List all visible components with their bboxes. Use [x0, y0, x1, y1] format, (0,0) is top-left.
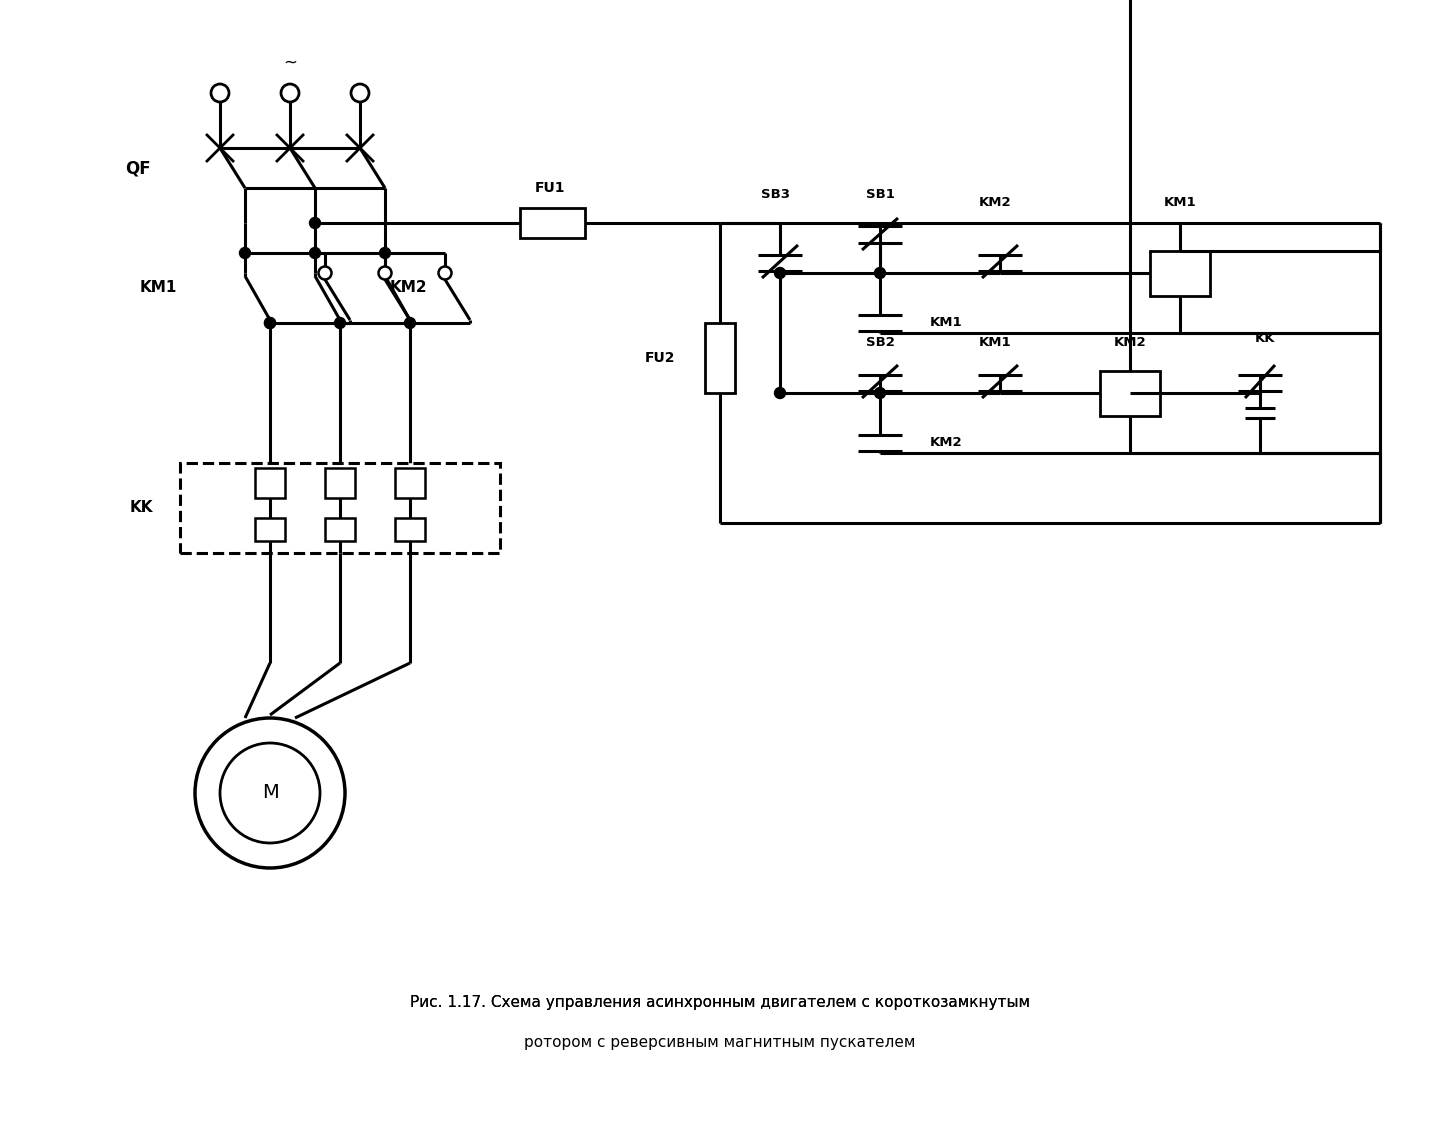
Bar [325, 468, 356, 497]
Text: ротором с реверсивным магнитным пускателем: ротором с реверсивным магнитным пускател… [524, 1035, 916, 1050]
Text: KK: KK [1254, 331, 1276, 345]
Circle shape [220, 743, 320, 843]
Text: KM1: KM1 [1164, 197, 1197, 210]
Circle shape [380, 247, 390, 258]
Text: KM2: KM2 [390, 281, 428, 295]
Circle shape [265, 318, 275, 329]
Text: SB3: SB3 [760, 189, 789, 201]
Text: M: M [262, 784, 278, 803]
Circle shape [439, 266, 452, 280]
Text: KM1: KM1 [140, 281, 177, 295]
Text: KM1: KM1 [979, 337, 1011, 349]
Circle shape [212, 84, 229, 102]
Bar [706, 323, 734, 393]
Text: KM2: KM2 [979, 197, 1011, 210]
Circle shape [775, 387, 785, 399]
Text: SB1: SB1 [865, 189, 894, 201]
Bar [255, 518, 285, 541]
Circle shape [310, 218, 321, 228]
Circle shape [351, 84, 369, 102]
Circle shape [874, 387, 886, 399]
Bar [520, 208, 585, 238]
Text: SB2: SB2 [865, 337, 894, 349]
Bar [1151, 250, 1210, 295]
Circle shape [265, 318, 275, 329]
Circle shape [775, 267, 785, 279]
Text: KM1: KM1 [930, 317, 962, 329]
Circle shape [379, 266, 392, 280]
Circle shape [874, 267, 886, 279]
Text: FU1: FU1 [534, 181, 566, 195]
Text: Рис. 1.17. Схема управления асинхронным двигателем с короткозамкнутым: Рис. 1.17. Схема управления асинхронным … [410, 995, 1030, 1011]
Bar [395, 518, 425, 541]
Circle shape [334, 318, 346, 329]
Circle shape [281, 84, 300, 102]
Text: KM2: KM2 [1113, 337, 1146, 349]
Text: Рис. 1.17. Схема управления асинхронным двигателем с короткозамкнутым: Рис. 1.17. Схема управления асинхронным … [410, 995, 1030, 1011]
Text: KM2: KM2 [930, 437, 962, 449]
Bar [255, 468, 285, 497]
Text: KK: KK [130, 501, 154, 515]
Circle shape [405, 318, 416, 329]
Bar [395, 468, 425, 497]
Bar [1100, 371, 1161, 416]
Text: QF: QF [125, 159, 151, 177]
Circle shape [239, 247, 251, 258]
Bar [180, 463, 500, 553]
Text: FU2: FU2 [645, 351, 675, 365]
Text: ~: ~ [284, 54, 297, 72]
Circle shape [318, 266, 331, 280]
Circle shape [194, 718, 346, 868]
Bar [325, 518, 356, 541]
Circle shape [310, 247, 321, 258]
